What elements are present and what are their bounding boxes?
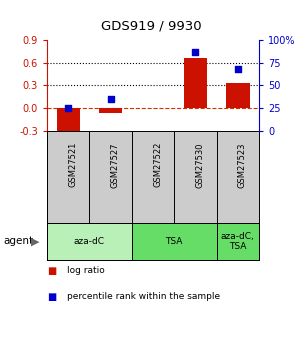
Text: aza-dC: aza-dC bbox=[74, 237, 105, 246]
Text: GSM27522: GSM27522 bbox=[153, 142, 162, 187]
Bar bbox=[47, 223, 132, 260]
Text: GSM27523: GSM27523 bbox=[238, 142, 247, 188]
Text: log ratio: log ratio bbox=[67, 266, 105, 275]
Text: aza-dC,
TSA: aza-dC, TSA bbox=[221, 232, 255, 251]
Text: agent: agent bbox=[3, 237, 33, 246]
Bar bbox=[99, 108, 122, 113]
Text: GDS919 / 9930: GDS919 / 9930 bbox=[101, 19, 202, 32]
Bar bbox=[226, 83, 250, 108]
Bar bbox=[217, 223, 259, 260]
Text: ▶: ▶ bbox=[31, 237, 39, 246]
Text: GSM27530: GSM27530 bbox=[195, 142, 205, 188]
Text: ■: ■ bbox=[47, 292, 56, 302]
Text: percentile rank within the sample: percentile rank within the sample bbox=[67, 292, 220, 301]
Point bbox=[66, 106, 71, 111]
Text: TSA: TSA bbox=[165, 237, 183, 246]
Text: ■: ■ bbox=[47, 266, 56, 276]
Bar bbox=[184, 58, 207, 108]
Text: GSM27527: GSM27527 bbox=[111, 142, 120, 188]
Point bbox=[108, 96, 113, 102]
Text: GSM27521: GSM27521 bbox=[68, 142, 77, 187]
Bar bbox=[56, 108, 80, 132]
Point bbox=[235, 66, 240, 72]
Bar bbox=[132, 223, 217, 260]
Point bbox=[193, 49, 198, 54]
